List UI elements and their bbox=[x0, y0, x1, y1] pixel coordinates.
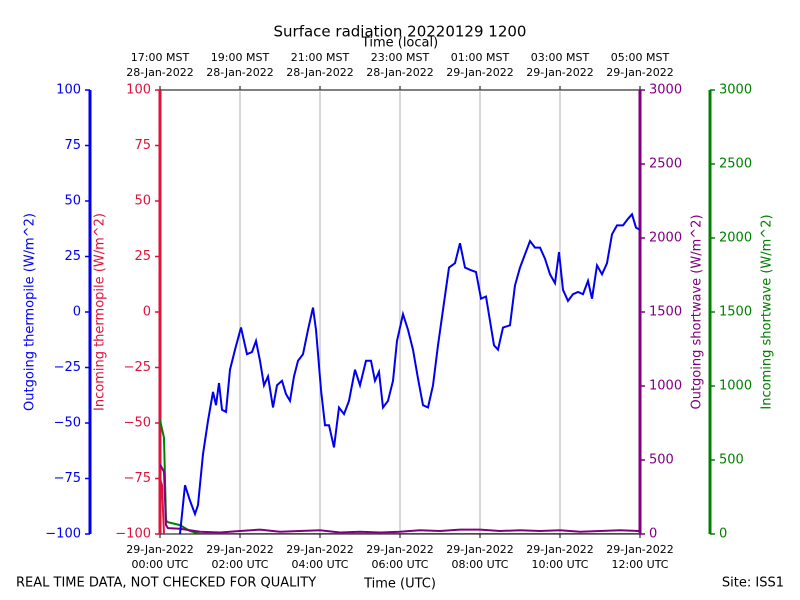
top-x-tick-label: 01:00 MST bbox=[451, 51, 510, 64]
site-label: Site: ISS1 bbox=[722, 576, 784, 591]
x-axis-label: Time (UTC) bbox=[363, 577, 436, 592]
y-tick-label: 0 bbox=[719, 527, 727, 542]
y-axis-label: Outgoing thermopile (W/m^2) bbox=[23, 213, 38, 411]
x-tick-label: 02:00 UTC bbox=[211, 558, 268, 571]
top-x-tick-label: 21:00 MST bbox=[291, 51, 350, 64]
x-tick-label: 08:00 UTC bbox=[451, 558, 508, 571]
top-x-tick-label: 29-Jan-2022 bbox=[446, 66, 514, 79]
x-tick-label: 12:00 UTC bbox=[611, 558, 668, 571]
y-tick-label: −50 bbox=[124, 416, 151, 431]
y-tick-label: 0 bbox=[73, 305, 81, 320]
x-tick-label: 29-Jan-2022 bbox=[366, 543, 434, 556]
top-x-tick-label: 28-Jan-2022 bbox=[206, 66, 274, 79]
x-tick-label: 06:00 UTC bbox=[371, 558, 428, 571]
top-x-tick-label: 28-Jan-2022 bbox=[126, 66, 194, 79]
series-line bbox=[160, 419, 640, 534]
series-line bbox=[179, 212, 640, 534]
y-tick-label: 50 bbox=[134, 194, 151, 209]
footer-note: REAL TIME DATA, NOT CHECKED FOR QUALITY bbox=[16, 576, 316, 591]
top-x-tick-label: 28-Jan-2022 bbox=[366, 66, 434, 79]
y-tick-label: 500 bbox=[719, 453, 744, 468]
y-tick-label: 50 bbox=[64, 194, 81, 209]
plot-area bbox=[160, 212, 640, 534]
y-tick-label: −75 bbox=[54, 471, 81, 486]
y-tick-label: 1000 bbox=[719, 379, 752, 394]
y-tick-label: −25 bbox=[124, 360, 151, 375]
y-tick-label: 2500 bbox=[649, 157, 682, 172]
x-tick-label: 29-Jan-2022 bbox=[206, 543, 274, 556]
series-line bbox=[160, 463, 640, 534]
y-tick-label: 2000 bbox=[649, 231, 682, 246]
y-tick-label: −50 bbox=[54, 416, 81, 431]
series-line bbox=[160, 478, 165, 534]
top-x-tick-label: 17:00 MST bbox=[131, 51, 190, 64]
y-tick-label: −75 bbox=[124, 471, 151, 486]
top-x-tick-label: 05:00 MST bbox=[611, 51, 670, 64]
y-tick-label: 500 bbox=[649, 453, 674, 468]
y-tick-label: 0 bbox=[649, 527, 657, 542]
y-tick-label: 100 bbox=[126, 83, 151, 98]
y-tick-label: 2500 bbox=[719, 157, 752, 172]
chart-title: Surface radiation 20220129 1200 bbox=[274, 23, 527, 41]
y-tick-label: −100 bbox=[45, 527, 81, 542]
y-axis-label: Incoming shortwave (W/m^2) bbox=[760, 214, 775, 409]
y-tick-label: 3000 bbox=[649, 83, 682, 98]
top-x-tick-label: 29-Jan-2022 bbox=[526, 66, 594, 79]
top-x-tick-label: 03:00 MST bbox=[531, 51, 590, 64]
y-tick-label: 1000 bbox=[649, 379, 682, 394]
y-tick-label: −25 bbox=[54, 360, 81, 375]
x-tick-label: 29-Jan-2022 bbox=[446, 543, 514, 556]
x-tick-label: 29-Jan-2022 bbox=[286, 543, 354, 556]
y-tick-label: 25 bbox=[64, 249, 81, 264]
y-axis-label: Outgoing shortwave (W/m^2) bbox=[690, 214, 705, 409]
top-x-tick-label: 28-Jan-2022 bbox=[286, 66, 354, 79]
top-x-tick-label: 23:00 MST bbox=[371, 51, 430, 64]
x-tick-label: 10:00 UTC bbox=[531, 558, 588, 571]
x-tick-label: 29-Jan-2022 bbox=[526, 543, 594, 556]
y-tick-label: 25 bbox=[134, 249, 151, 264]
y-tick-label: 3000 bbox=[719, 83, 752, 98]
x-tick-label: 04:00 UTC bbox=[291, 558, 348, 571]
y-axis-label: Incoming thermopile (W/m^2) bbox=[93, 213, 108, 411]
y-tick-label: 2000 bbox=[719, 231, 752, 246]
y-tick-label: 1500 bbox=[649, 305, 682, 320]
x-tick-label: 00:00 UTC bbox=[131, 558, 188, 571]
y-tick-label: 75 bbox=[64, 138, 81, 153]
y-tick-label: 1500 bbox=[719, 305, 752, 320]
y-tick-label: 75 bbox=[134, 138, 151, 153]
top-x-tick-label: 19:00 MST bbox=[211, 51, 270, 64]
x-tick-label: 29-Jan-2022 bbox=[606, 543, 674, 556]
y-tick-label: −100 bbox=[115, 527, 151, 542]
y-tick-label: 0 bbox=[143, 305, 151, 320]
x-tick-label: 29-Jan-2022 bbox=[126, 543, 194, 556]
top-x-tick-label: 29-Jan-2022 bbox=[606, 66, 674, 79]
y-tick-label: 100 bbox=[56, 83, 81, 98]
top-axis-label: Time (local) bbox=[361, 36, 438, 51]
